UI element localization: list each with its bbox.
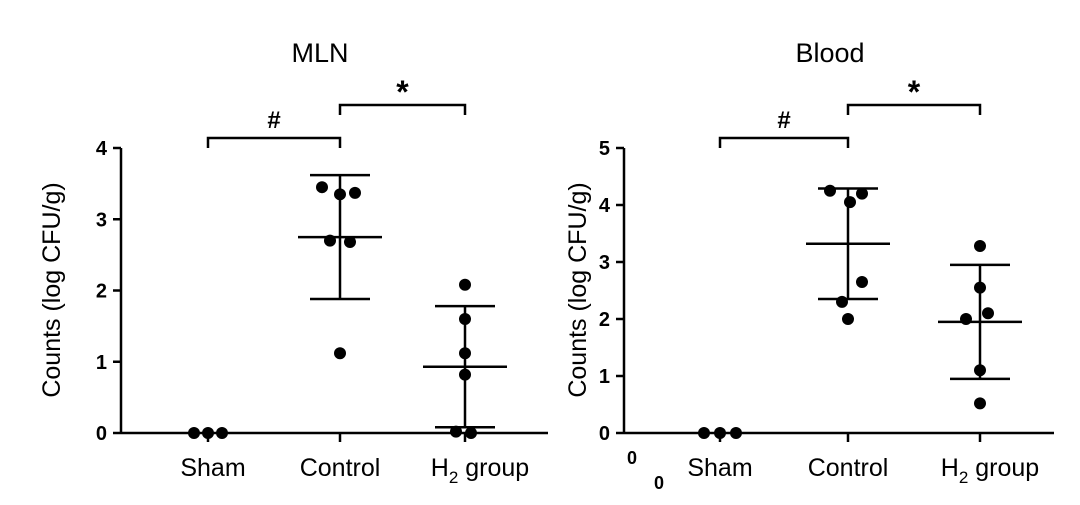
data-point: [730, 427, 742, 439]
x-tick-label-part: H: [431, 454, 449, 482]
x-tick-label-part: group: [458, 454, 529, 482]
x-tick-label: H2 group: [431, 454, 529, 487]
significance-bracket: [846, 103, 982, 115]
x-tick-label-part: group: [968, 454, 1039, 482]
data-point: [960, 313, 972, 325]
y-axis-label: Counts (log CFU/g): [38, 182, 66, 397]
y-tick-label: 3: [96, 209, 107, 231]
data-point: [836, 295, 848, 308]
y-tick-label: 5: [599, 138, 610, 160]
chart-title: Blood: [795, 38, 864, 68]
y-axis-label: Counts (log CFU/g): [564, 182, 592, 397]
data-point: [324, 234, 336, 247]
data-point: [349, 186, 361, 199]
x-tick-label-subscript: 2: [959, 468, 968, 487]
data-point: [459, 278, 471, 291]
x-tick-label-subscript: 2: [449, 468, 458, 487]
x-tick-label: Control: [300, 454, 381, 482]
chart-title: MLN: [291, 38, 348, 68]
data-point: [334, 347, 346, 360]
chart-panel-1: MLN Counts (log CFU/g) 0 1 2 3 4 Sham Control H2 …: [38, 38, 548, 487]
data-point: [334, 188, 346, 201]
y-tick-label: 1: [599, 366, 610, 388]
y-tick-label: 0: [599, 423, 610, 445]
y-tick-label: 0: [96, 423, 107, 445]
data-point: [316, 181, 328, 194]
data-point: [202, 427, 214, 439]
data-point: [974, 281, 986, 294]
data-point: [465, 427, 477, 439]
x-tick-label: Control: [808, 454, 889, 482]
data-point: [842, 313, 854, 325]
stray-zero-label-1: 0: [627, 448, 638, 468]
significance-label: #: [777, 107, 790, 134]
data-point: [974, 240, 986, 253]
x-tick-label: H2 group: [941, 454, 1039, 487]
y-tick-label: 4: [599, 195, 611, 217]
data-point: [844, 196, 856, 209]
data-point: [714, 427, 726, 439]
data-point: [698, 427, 710, 439]
x-tick-label: Sham: [180, 454, 245, 482]
data-point: [982, 307, 994, 320]
data-point: [824, 184, 836, 197]
data-point: [344, 236, 356, 249]
data-point: [974, 364, 986, 377]
y-tick-label: 1: [96, 352, 107, 374]
data-point: [856, 275, 868, 288]
data-point: [459, 347, 471, 360]
stray-zero-label-2: 0: [654, 473, 665, 493]
data-point: [974, 397, 986, 410]
significance-bracket: [206, 136, 342, 148]
significance-label: *: [396, 74, 409, 110]
data-point: [450, 425, 462, 438]
y-tick-label: 3: [599, 252, 610, 274]
significance-label: *: [908, 74, 921, 110]
chart-panel-2: Blood Counts (log CFU/g) 0 1 2 3 4 5 Sham Control…: [564, 38, 1054, 487]
data-point: [459, 368, 471, 381]
data-point: [188, 427, 200, 439]
significance-bracket: [718, 136, 850, 148]
data-point: [216, 427, 228, 439]
data-point: [856, 187, 868, 200]
data-point: [459, 313, 471, 325]
y-tick-label: 2: [96, 281, 107, 303]
y-tick-label: 4: [96, 138, 108, 160]
significance-bracket: [338, 103, 467, 115]
x-tick-label: Sham: [687, 454, 752, 482]
significance-label: #: [267, 107, 280, 134]
y-tick-label: 2: [599, 309, 610, 331]
x-tick-label-part: H: [941, 454, 959, 482]
